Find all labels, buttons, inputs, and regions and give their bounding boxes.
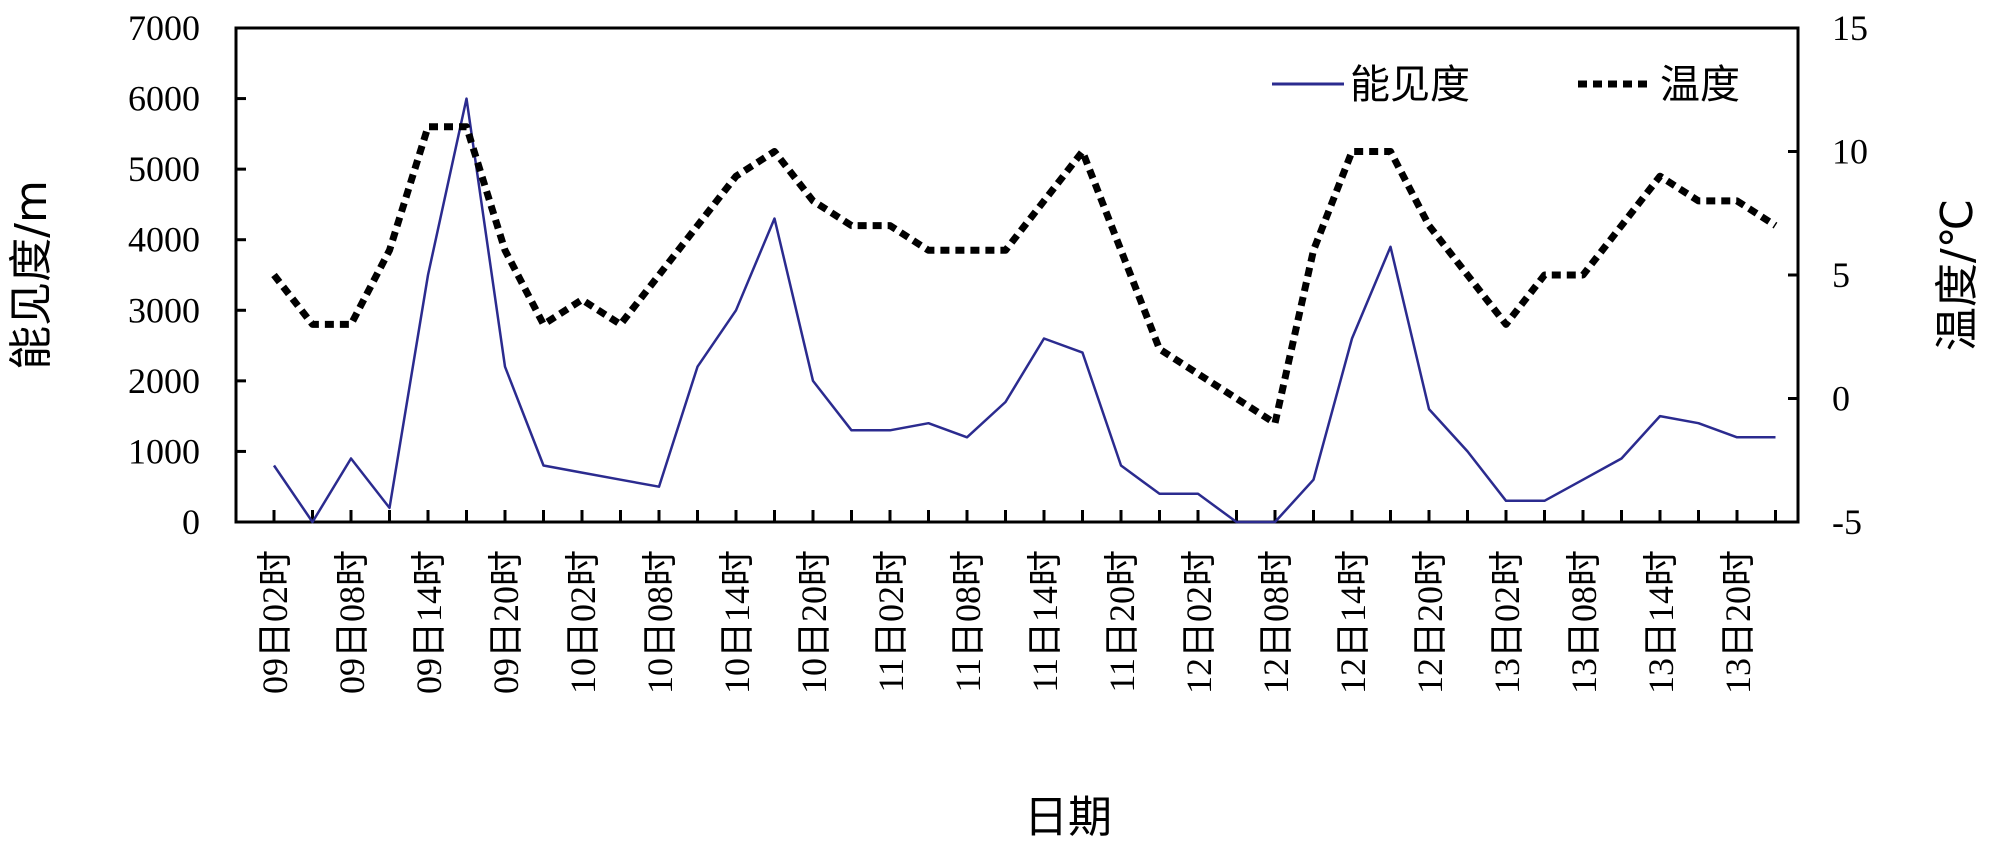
x-tick-label: 13日08时	[1564, 550, 1604, 694]
x-tick-label: 12日20时	[1410, 550, 1450, 694]
y-left-tick-label: 0	[182, 502, 200, 542]
x-tick-label: 10日14时	[717, 550, 757, 694]
plot-frame	[234, 26, 1800, 524]
x-tick-label: 11日02时	[871, 550, 911, 693]
x-tick-label: 12日02时	[1179, 550, 1219, 694]
y-right-tick-label: 10	[1832, 132, 1868, 172]
y-axis-left-title: 能见度/m	[6, 180, 57, 370]
x-tick-label: 12日08时	[1256, 550, 1296, 694]
x-tick-label: 10日08时	[640, 550, 680, 694]
series-line-temperature	[271, 123, 1778, 427]
right-axis: -5 0 5 10 15	[1788, 8, 1868, 542]
x-tick-label: 09日08时	[332, 550, 372, 694]
x-tick-label: 09日14时	[409, 550, 449, 694]
legend-label-visibility: 能见度	[1350, 62, 1470, 108]
x-tick-label: 11日08时	[948, 550, 988, 693]
y-right-tick-label: 15	[1832, 8, 1868, 48]
y-left-tick-label: 7000	[128, 8, 200, 48]
y-right-tick-label: 0	[1832, 379, 1850, 419]
series-line-visibility	[272, 97, 1776, 524]
x-axis: 09日02时 09日08时 09日14时 09日20时 10日02时 10日08时 10日1…	[255, 510, 1777, 694]
x-axis-title: 日期	[1024, 792, 1112, 843]
y-left-tick-label: 5000	[128, 149, 200, 189]
y-right-tick-label: -5	[1832, 502, 1862, 542]
y-right-tick-label: 5	[1832, 255, 1850, 295]
series-layer	[271, 97, 1778, 524]
x-tick-label: 10日02时	[563, 550, 603, 694]
x-tick-label: 13日20时	[1718, 550, 1758, 694]
left-axis: 0 1000 2000 3000 4000 5000 6000 7000	[128, 8, 246, 542]
x-tick-label: 13日02时	[1487, 550, 1527, 694]
y-left-tick-label: 6000	[128, 79, 200, 119]
x-tick-label: 09日02时	[255, 550, 295, 694]
x-tick-label: 11日14时	[1025, 550, 1065, 693]
y-axis-right-title: 温度/℃	[1932, 199, 1983, 351]
legend-label-temperature: 温度	[1660, 62, 1740, 108]
x-tick-label: 09日20时	[486, 550, 526, 694]
y-left-tick-label: 2000	[128, 361, 200, 401]
x-tick-label: 10日20时	[794, 550, 834, 694]
y-left-tick-label: 1000	[128, 431, 200, 471]
x-tick-label: 13日14时	[1641, 550, 1681, 694]
y-left-tick-label: 3000	[128, 290, 200, 330]
y-left-tick-label: 4000	[128, 220, 200, 260]
legend: 能见度 温度	[1272, 62, 1740, 108]
x-tick-label: 11日20时	[1102, 550, 1142, 693]
x-tick-label: 12日14时	[1333, 550, 1373, 694]
